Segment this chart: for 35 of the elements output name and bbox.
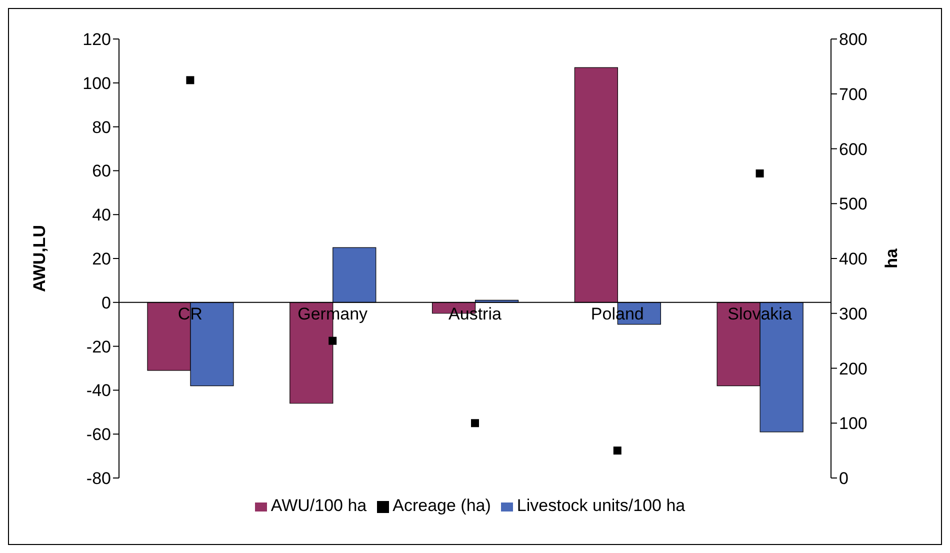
- y2-tick-label: 100: [839, 414, 868, 434]
- y-axis-title: AWU,LU: [30, 224, 50, 292]
- y-tick-label: 120: [82, 30, 111, 50]
- point: [471, 419, 479, 428]
- y-tick-label: -60: [86, 425, 111, 444]
- y-tick-label: -20: [86, 337, 111, 356]
- legend-label: Acreage (ha): [392, 496, 491, 515]
- x-tick-label: Austria: [448, 304, 502, 324]
- y2-tick-label: 500: [839, 194, 868, 214]
- point: [756, 169, 764, 178]
- y2-tick-label: 600: [839, 140, 868, 159]
- y-tick-label: -80: [86, 469, 111, 488]
- point: [328, 336, 337, 345]
- y-tick-label: 40: [92, 206, 111, 225]
- y-tick-label: 100: [82, 74, 111, 93]
- y-tick-label: -40: [86, 381, 111, 400]
- y2-axis-title: ha: [882, 248, 902, 268]
- legend-label: Livestock units/100 ha: [516, 496, 686, 515]
- y2-tick-label: 400: [839, 250, 868, 269]
- y2-tick-label: 0: [839, 469, 848, 488]
- y2-tick-label: 700: [839, 84, 868, 104]
- x-tick-label: Germany: [298, 304, 368, 324]
- point: [186, 76, 194, 84]
- x-tick-label: Slovakia: [728, 304, 792, 324]
- y2-tick-label: 800: [839, 30, 868, 50]
- point: [613, 446, 622, 455]
- y2-tick-label: 200: [839, 359, 868, 378]
- y-tick-label: 60: [92, 162, 111, 181]
- y-tick-label: 0: [102, 293, 111, 312]
- x-tick-label: CR: [178, 304, 202, 324]
- legend-label: AWU/100 ha: [270, 496, 367, 515]
- y-tick-label: 80: [92, 118, 111, 137]
- y2-tick-label: 300: [839, 304, 868, 324]
- x-tick-label: Poland: [590, 304, 644, 324]
- y-tick-label: 20: [92, 250, 111, 269]
